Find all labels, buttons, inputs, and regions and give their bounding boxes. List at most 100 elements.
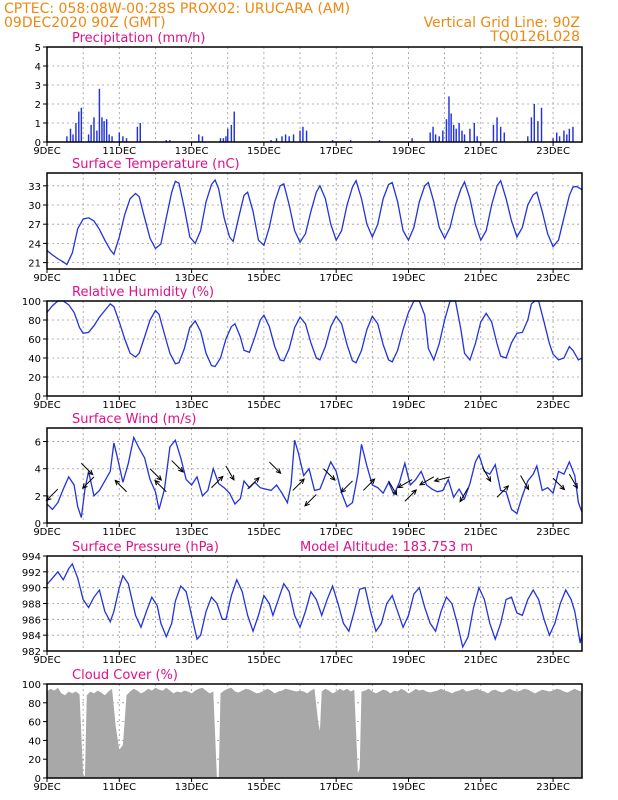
pressure-xtick-label: 11DEC	[102, 655, 136, 666]
precip-bar	[198, 134, 200, 142]
precip-bar	[568, 128, 571, 142]
wind-arrow	[45, 488, 59, 502]
header-station: CPTEC: 058:08W-00:28S PROX02: URUCARA (A…	[4, 1, 350, 17]
precip-bar	[66, 136, 68, 142]
precip-bar	[227, 128, 229, 142]
wind-arrow	[340, 480, 353, 494]
temp-xtick-label: 17DEC	[319, 273, 353, 284]
humidity-ytick-label: 80	[28, 316, 41, 327]
humidity-xtick-label: 11DEC	[102, 400, 136, 411]
wind-arrow	[482, 467, 492, 483]
cloud-xtick-label: 11DEC	[102, 782, 136, 793]
precip-xtick-label: 21DEC	[464, 146, 498, 157]
precip-xtick-label: 11DEC	[102, 146, 136, 157]
precip-bar	[349, 140, 352, 142]
pressure-xtick-label: 23DEC	[536, 655, 570, 666]
precip-bar	[540, 107, 543, 142]
precip-ytick-label: 2	[35, 100, 41, 111]
precip-bar	[378, 140, 381, 142]
wind-arrow	[304, 494, 317, 507]
humidity-xtick-label: 19DEC	[392, 400, 426, 411]
precip-ytick-label: 0	[35, 138, 41, 149]
precip-ytick-label: 5	[35, 43, 41, 54]
cloud-xtick-label: 17DEC	[319, 782, 353, 793]
header-date: 09DEC2020 90Z (GMT)	[4, 15, 166, 31]
temp-frame	[46, 172, 583, 270]
pressure-panel: 982 984 986 988 990 992 994 9DEC 11DEC 13DEC 15DEC…	[22, 540, 583, 666]
wind-ytick-label: 4	[35, 465, 41, 476]
precip-bar	[111, 136, 113, 142]
wind-ytick-label: 0	[35, 519, 41, 530]
precip-bar	[201, 136, 204, 142]
wind-arrow	[292, 478, 305, 491]
humidity-panel: 0 20 40 60 80 100 9DEC 11DEC 13DEC 15DEC 17DEC 19DE…	[22, 285, 583, 411]
wind-xtick-label: 13DEC	[175, 527, 209, 538]
pressure-ytick-label: 984	[22, 631, 41, 642]
temp-xtick-label: 21DEC	[464, 273, 498, 284]
precip-bar	[555, 132, 558, 142]
precip-frame	[46, 46, 583, 143]
header-grid-note: Vertical Grid Line: 90Z	[424, 15, 580, 31]
precip-bar	[75, 123, 77, 142]
precip-bar	[103, 121, 105, 142]
precip-bar	[445, 119, 448, 142]
precip-bar	[503, 132, 506, 142]
precip-panel: 0 1 2 3 4 5 9DEC 11DEC 13DEC 15DEC 17DEC 19DEC 21DEC…	[33, 31, 583, 157]
wind-frame	[46, 427, 583, 524]
precip-xtick-label: 15DEC	[247, 146, 281, 157]
humidity-ytick-label: 100	[22, 297, 41, 308]
wind-xtick-label: 23DEC	[536, 527, 570, 538]
cloud-xtick-label: 19DEC	[392, 782, 426, 793]
header-model: TQ0126L028	[489, 29, 580, 45]
wind-title: Surface Wind (m/s)	[72, 412, 196, 427]
precip-xtick-label: 9DEC	[33, 146, 60, 157]
humidity-ytick-label: 40	[28, 354, 41, 365]
precip-bar	[434, 134, 437, 142]
wind-arrow	[362, 478, 376, 491]
precip-bar	[438, 136, 440, 142]
wind-arrow	[496, 485, 510, 498]
precip-bar	[305, 130, 308, 142]
pressure-ytick-label: 992	[22, 568, 41, 579]
pressure-ytick-label: 994	[22, 552, 41, 563]
wind-panel: 0 2 4 6 9DEC 11DEC 13DEC 15DEC 17DEC 19DEC 21DEC 23…	[33, 412, 583, 538]
cloud-ytick-label: 80	[28, 699, 41, 710]
precip-bar	[299, 130, 301, 142]
precip-bar	[473, 123, 475, 142]
wind-xtick-label: 15DEC	[247, 527, 281, 538]
precip-bar	[233, 111, 235, 142]
precip-bar	[302, 126, 304, 142]
precip-bar	[476, 136, 478, 142]
cloud-title: Cloud Cover (%)	[72, 668, 178, 683]
precip-bar	[98, 88, 101, 142]
precip-bar	[527, 136, 529, 142]
wind-arrow	[459, 487, 469, 503]
precip-bar	[72, 134, 74, 142]
precip-bar	[429, 132, 431, 142]
wind-arrow	[552, 477, 566, 491]
wind-arrow	[433, 476, 451, 483]
precip-xtick-label: 19DEC	[392, 146, 426, 157]
temp-xtick-label: 19DEC	[392, 273, 426, 284]
temp-ytick-label: 21	[28, 259, 41, 270]
wind-arrow	[81, 476, 95, 489]
wind-arrow	[247, 476, 260, 490]
precip-bar	[552, 138, 554, 142]
precip-bar	[566, 134, 568, 142]
pressure-ytick-label: 982	[22, 647, 41, 658]
pressure-ytick-label: 990	[22, 584, 41, 595]
precip-bar	[69, 128, 72, 142]
wind-arrow	[520, 475, 530, 491]
cloud-xtick-label: 23DEC	[536, 782, 570, 793]
precip-bar	[572, 126, 574, 142]
cloud-ytick-label: 60	[28, 718, 41, 729]
wind-xtick-label: 19DEC	[392, 527, 426, 538]
temp-series	[46, 178, 583, 266]
pressure-title: Surface Pressure (hPa)	[72, 540, 219, 555]
precip-bar	[93, 117, 95, 142]
humidity-xtick-label: 17DEC	[319, 400, 353, 411]
pressure-xtick-label: 15DEC	[247, 655, 281, 666]
precip-bar	[78, 111, 80, 142]
precip-bar	[563, 130, 565, 142]
